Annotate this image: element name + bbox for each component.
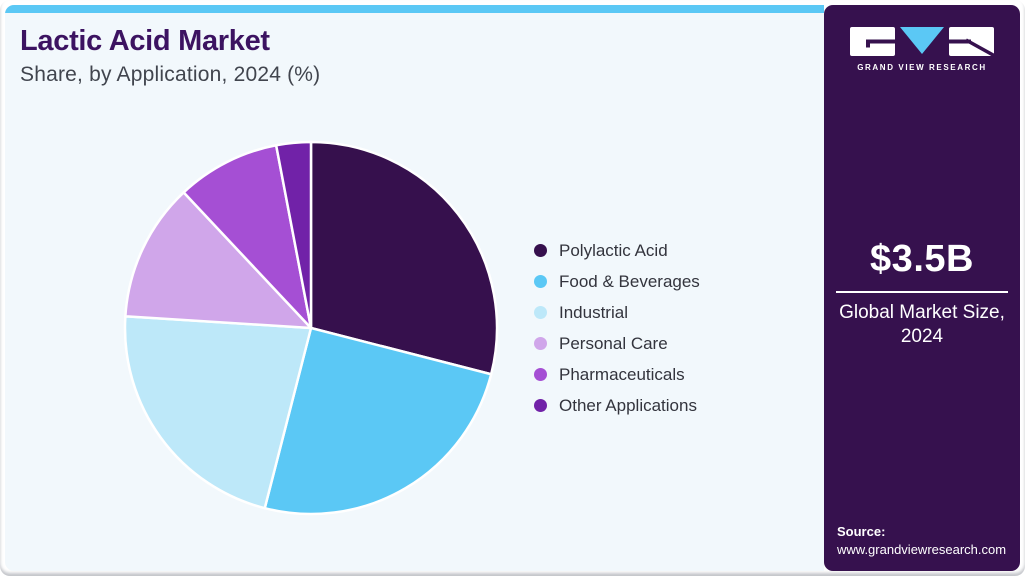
legend-item: Pharmaceuticals [534, 366, 700, 383]
legend-swatch-icon [534, 306, 547, 319]
legend-label: Personal Care [559, 334, 668, 353]
legend-item: Industrial [534, 304, 700, 321]
legend-label: Industrial [559, 303, 628, 322]
divider [836, 291, 1008, 293]
source-label: Source: [837, 524, 886, 540]
legend-swatch-icon [534, 368, 547, 381]
legend-swatch-icon [534, 275, 547, 288]
legend-label: Other Applications [559, 396, 697, 415]
legend: Polylactic Acid Food & Beverages Industria… [534, 242, 700, 414]
accent-bar [5, 5, 824, 13]
legend-item: Other Applications [534, 397, 700, 414]
legend-label: Pharmaceuticals [559, 365, 685, 384]
pie-slice-polylactic-acid [309, 140, 499, 376]
gvr-logo-shapes [850, 27, 994, 56]
pie-slice-personal-care [124, 191, 313, 330]
sidebar: GRAND VIEW RESEARCH $3.5B Global Market … [824, 5, 1020, 571]
market-size-block: $3.5B Global Market Size, 2024 [824, 238, 1020, 349]
header: Lactic Acid Market Share, by Application… [20, 25, 320, 87]
legend-label: Food & Beverages [559, 272, 700, 291]
legend-swatch-icon [534, 244, 547, 257]
legend-item: Food & Beverages [534, 273, 700, 290]
legend-swatch-icon [534, 337, 547, 350]
pie-slice-pharmaceuticals [182, 144, 313, 330]
legend-item: Polylactic Acid [534, 242, 700, 259]
chart-panel: Lactic Acid Market Share, by Application… [5, 5, 824, 571]
market-size-value: $3.5B [870, 238, 974, 280]
page-subtitle: Share, by Application, 2024 (%) [20, 63, 321, 86]
logo-wordmark: GRAND VIEW RESEARCH [857, 63, 987, 72]
pie-chart [123, 140, 499, 516]
source-block: Source: www.grandviewresearch.com [837, 523, 1006, 559]
pie-slice-food-beverages [263, 326, 493, 516]
legend-item: Personal Care [534, 335, 700, 352]
logo-r-icon [949, 27, 994, 56]
logo-v-icon [900, 27, 944, 54]
page-title: Lactic Acid Market [20, 25, 270, 57]
source-url: www.grandviewresearch.com [837, 542, 1007, 558]
logo-g-icon [850, 27, 895, 56]
pie-slice-industrial [123, 315, 313, 510]
pie-slice-other-applications [274, 140, 313, 330]
legend-swatch-icon [534, 399, 547, 412]
market-size-caption: Global Market Size, 2024 [839, 302, 1005, 347]
legend-label: Polylactic Acid [559, 241, 668, 260]
gvr-logo: GRAND VIEW RESEARCH [824, 27, 1020, 72]
